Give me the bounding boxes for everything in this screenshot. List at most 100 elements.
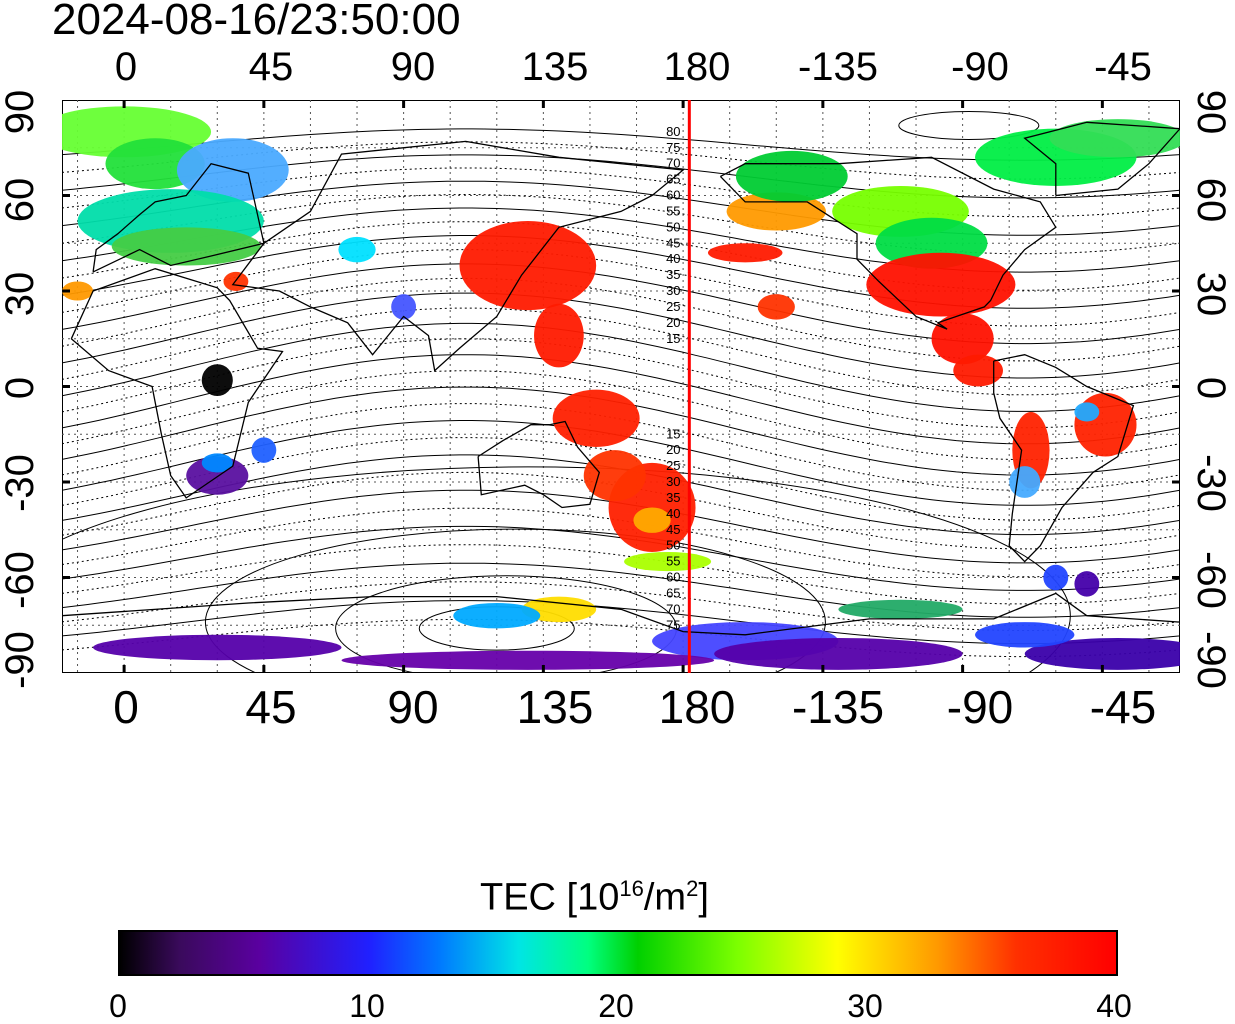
y-tick-left: -30	[0, 454, 42, 512]
colorbar-tick: 0	[109, 988, 127, 1024]
contour-line	[62, 370, 1180, 461]
tec-blob	[93, 634, 342, 661]
x-tick-top: 135	[521, 45, 589, 89]
meridian-label: 65	[666, 585, 680, 600]
coast-greenland	[1023, 121, 1180, 197]
tec-blob	[866, 252, 1016, 317]
meridian-label: 15	[666, 331, 680, 346]
x-tick-top: -90	[951, 45, 1009, 89]
border-tick	[62, 480, 70, 484]
y-tick-left: 30	[0, 271, 42, 317]
border-tick	[62, 289, 70, 293]
meridian-label: 70	[666, 156, 680, 171]
colorbar-tick: 40	[1096, 988, 1132, 1024]
contour-line	[62, 322, 1180, 412]
x-tick-top: 45	[248, 45, 294, 89]
tec-world-map: 8075706560555045403530252015152025303540…	[62, 100, 1180, 673]
border-tick	[1172, 194, 1180, 197]
contour-line	[62, 141, 1180, 180]
border-tick	[1172, 480, 1180, 484]
meridian-label: 45	[666, 235, 680, 250]
tec-blob	[1024, 637, 1180, 670]
contour-line	[62, 354, 1180, 445]
tec-blob	[62, 281, 94, 301]
y-tick-left: -60	[0, 551, 42, 609]
x-tick-top: 180	[663, 45, 731, 89]
y-tick-left: 60	[0, 177, 42, 223]
meridian-label: 30	[666, 474, 680, 489]
y-tick-left: -90	[0, 631, 42, 689]
tec-blob	[1074, 571, 1100, 597]
tec-blob	[459, 220, 597, 311]
coastlines	[62, 121, 1180, 636]
y-tick-left: 0	[0, 376, 42, 400]
border-tick	[541, 665, 545, 673]
contour-line	[62, 507, 1180, 578]
meridian-label: 45	[666, 522, 680, 537]
coast-europe	[92, 162, 265, 273]
y-tick-right: -60	[1189, 551, 1233, 609]
border-tick	[821, 100, 825, 108]
contour-ellipse	[898, 110, 1040, 140]
meridian-label: 30	[666, 283, 680, 298]
tec-blob	[1043, 564, 1069, 591]
y-tick-right: 90	[1189, 89, 1233, 135]
meridian-label: 50	[666, 219, 680, 234]
y-tick-right: 30	[1189, 271, 1233, 317]
tec-blob	[975, 622, 1075, 648]
coast-antarctica	[62, 592, 1180, 636]
y-tick-left: 90	[0, 89, 42, 135]
border-tick	[262, 100, 266, 108]
meridian-label: 55	[666, 203, 680, 218]
meridian-label: 15	[666, 426, 680, 441]
border-tick	[961, 100, 965, 108]
colorbar-tick: 30	[847, 988, 883, 1024]
meridian-label: 50	[666, 538, 680, 553]
tec-blob	[338, 236, 376, 263]
tec-blob	[1009, 466, 1041, 498]
border-tick	[1172, 289, 1180, 293]
meridian-label: 75	[666, 617, 680, 632]
tec-blob	[757, 294, 795, 320]
colorbar-tick: 10	[349, 988, 385, 1024]
tec-blob	[453, 602, 541, 629]
contour-line	[62, 235, 1180, 309]
tec-blob	[341, 650, 715, 670]
coast-australia	[477, 420, 601, 509]
tec-blob	[838, 599, 963, 619]
tec-blob	[633, 507, 671, 533]
x-tick-top: -45	[1094, 45, 1152, 89]
border-tick	[541, 100, 545, 108]
contour-line	[62, 562, 1180, 618]
border-ticks	[62, 100, 1180, 673]
border-tick	[62, 385, 70, 388]
meridian-label: 40	[666, 251, 680, 266]
tec-blob	[1049, 119, 1180, 158]
coast-n-america	[719, 156, 1057, 330]
contour-ellipse	[62, 466, 1071, 673]
coast-asia	[231, 140, 685, 372]
x-tick-bottom: -45	[1089, 681, 1157, 733]
contour-line	[62, 618, 1180, 658]
meridian-label: 25	[666, 299, 680, 314]
meridian-label: 20	[666, 442, 680, 457]
colorbar-tick: 20	[598, 988, 634, 1024]
tec-blob	[201, 453, 233, 473]
contour-line	[62, 167, 1180, 218]
colorbar-title: TEC [1016/m2]	[480, 876, 709, 919]
contour-line	[62, 249, 1180, 327]
border-tick	[1172, 385, 1180, 388]
border-tick	[62, 576, 70, 579]
x-tick-bottom: 0	[113, 681, 139, 733]
border-tick	[122, 665, 126, 673]
contour-line	[62, 403, 1180, 491]
meridian-label: 35	[666, 267, 680, 282]
meridian-label: 80	[666, 124, 680, 139]
meridian-label: 55	[666, 554, 680, 569]
tec-blob	[176, 138, 289, 202]
timestamp-title: 2024-08-16/23:50:00	[52, 0, 461, 44]
contour-ellipse	[205, 528, 826, 673]
tec-blob	[521, 596, 597, 623]
border-tick	[402, 100, 406, 108]
border-tick	[1172, 576, 1180, 579]
